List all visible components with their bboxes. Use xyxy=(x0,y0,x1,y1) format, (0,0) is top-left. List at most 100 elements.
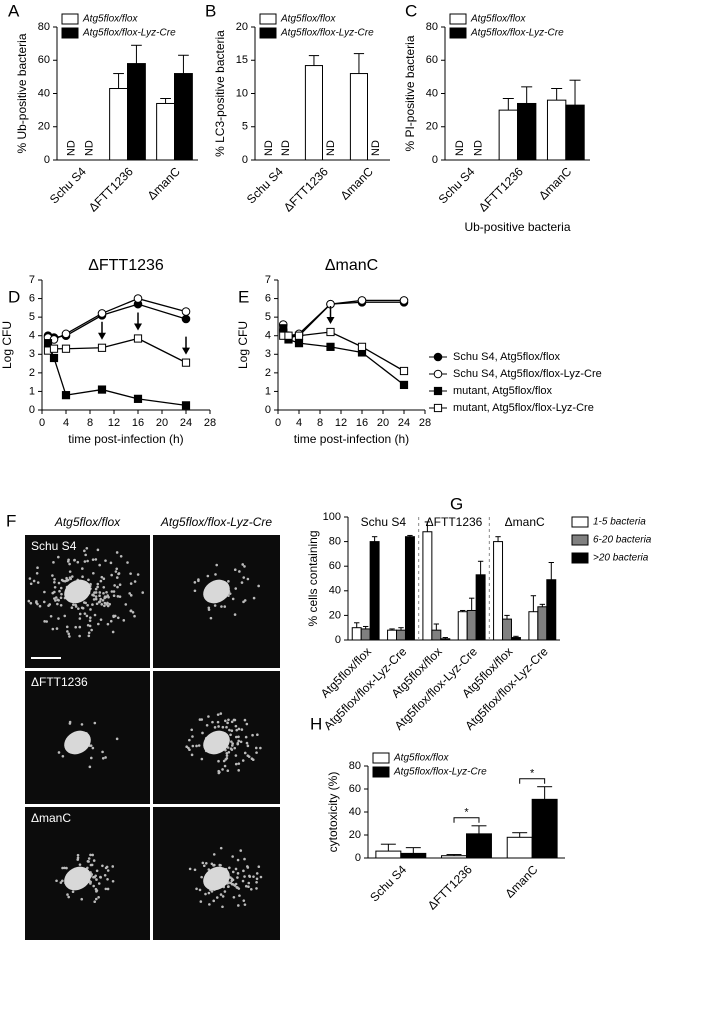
bacterium xyxy=(43,620,46,623)
bacterium xyxy=(68,576,72,579)
bacterium xyxy=(94,597,98,601)
bacterium xyxy=(76,853,80,857)
legend-swatch xyxy=(372,752,390,764)
bacterium xyxy=(116,585,119,589)
nucleus xyxy=(203,579,230,604)
bacterium xyxy=(80,897,84,901)
bacterium xyxy=(111,630,115,634)
nd-label: ND xyxy=(325,140,337,156)
bacterium xyxy=(100,575,104,579)
x-tick-label: 20 xyxy=(377,417,389,429)
point xyxy=(97,309,107,318)
bacterium xyxy=(256,733,259,736)
bacterium xyxy=(233,718,237,722)
bacterium xyxy=(110,590,114,593)
bacterium xyxy=(91,593,95,597)
y-tick-label: 2 xyxy=(265,367,271,379)
bacterium xyxy=(68,722,72,725)
panel-letter: E xyxy=(238,287,249,306)
bacterium xyxy=(36,602,39,606)
bacterium xyxy=(251,733,254,737)
bacterium xyxy=(246,577,250,581)
significance-bracket xyxy=(519,778,546,784)
bacterium xyxy=(115,576,119,579)
x-axis-label: Ub-positive bacteria xyxy=(464,220,570,234)
group-label: ΔmanC xyxy=(505,515,545,529)
bacterium xyxy=(195,887,198,891)
bar xyxy=(304,65,323,161)
bacterium xyxy=(246,744,250,748)
nucleus xyxy=(64,866,91,891)
bacterium xyxy=(118,583,122,586)
legend-label: Atg5flox/flox-Lyz-Cre xyxy=(393,767,487,778)
bacterium xyxy=(87,634,91,638)
bacterium xyxy=(230,720,234,724)
bacterium xyxy=(98,563,101,567)
bacterium xyxy=(248,874,251,878)
bacterium xyxy=(106,887,110,891)
bacterium xyxy=(80,606,84,610)
x-tick-label: Schu S4 xyxy=(367,862,409,904)
nd-label: ND xyxy=(280,140,292,156)
legend-swatch xyxy=(259,27,277,39)
x-tick-label: 0 xyxy=(39,417,45,429)
bacterium xyxy=(235,728,239,732)
bacterium xyxy=(66,893,69,896)
bacterium xyxy=(106,869,110,872)
x-axis-label: time post-infection (h) xyxy=(68,432,183,446)
bacterium xyxy=(234,724,238,728)
bacterium xyxy=(94,887,98,891)
bacterium xyxy=(58,589,61,593)
bacterium xyxy=(51,627,55,631)
bar xyxy=(351,627,362,641)
bacterium xyxy=(94,874,97,878)
arrow-head xyxy=(134,323,142,331)
bacterium xyxy=(136,573,140,576)
bar xyxy=(546,99,567,161)
y-tick-label: 1 xyxy=(265,385,271,397)
bacterium xyxy=(223,890,227,893)
bacterium xyxy=(84,601,87,605)
bacterium xyxy=(91,603,94,606)
point xyxy=(97,385,107,394)
x-tick-label: 24 xyxy=(180,417,192,429)
y-tick-label: 20 xyxy=(236,21,248,33)
bacterium xyxy=(97,882,101,885)
bacterium xyxy=(222,759,226,763)
x-tick-label: 20 xyxy=(156,417,168,429)
bacterium xyxy=(59,596,63,600)
legend-label: Atg5flox/flox xyxy=(280,14,336,25)
bacterium xyxy=(245,722,249,726)
bacterium xyxy=(66,578,70,582)
bacterium xyxy=(103,873,107,877)
bacterium xyxy=(68,635,71,638)
bacterium xyxy=(83,560,87,563)
column-header: Atg5flox/flox xyxy=(54,515,121,529)
bacterium xyxy=(223,605,227,608)
bacterium xyxy=(243,903,247,906)
bacterium xyxy=(27,599,31,603)
legend-label: Atg5flox/flox xyxy=(470,14,526,25)
bacterium xyxy=(78,612,82,616)
nd-label: ND xyxy=(263,140,275,156)
bacterium xyxy=(49,614,53,618)
bacterium xyxy=(104,866,108,870)
x-tick-label: Schu S4 xyxy=(436,164,478,206)
bacterium xyxy=(254,746,258,750)
bar xyxy=(537,606,548,641)
bacterium xyxy=(230,744,234,747)
bacterium xyxy=(200,875,203,879)
bacterium xyxy=(94,595,98,598)
point xyxy=(357,296,367,305)
bacterium xyxy=(60,592,63,596)
bacterium xyxy=(237,727,241,731)
micrograph xyxy=(153,535,280,668)
nucleus xyxy=(203,730,230,755)
bacterium xyxy=(94,558,98,561)
bacterium xyxy=(106,604,110,608)
bacterium xyxy=(217,771,221,775)
y-tick-label: 0 xyxy=(29,404,35,416)
bacterium xyxy=(87,578,90,582)
y-axis-label: % LC3-positive bacteria xyxy=(213,30,227,157)
bar xyxy=(475,574,486,641)
